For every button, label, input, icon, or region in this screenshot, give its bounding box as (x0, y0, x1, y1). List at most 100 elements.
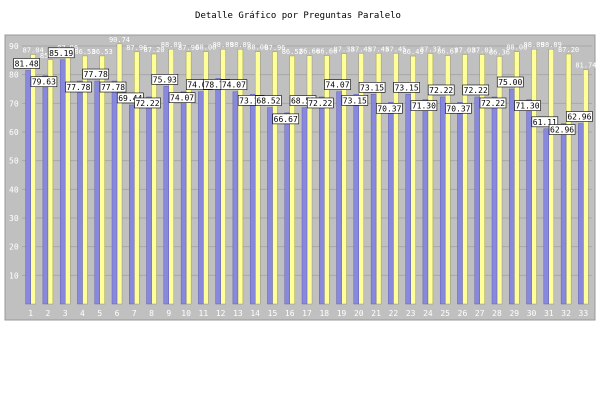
data-label-series-1: 68.52 (291, 97, 315, 106)
bar-value-series-2: 86.66 (316, 48, 337, 56)
data-label-series-1: 77.78 (101, 83, 125, 92)
bar-value-series-2: 87.33 (334, 46, 355, 54)
bar-value-series-2: 88.89 (230, 41, 251, 49)
data-label-series-1: 69.44 (118, 94, 142, 103)
bar-series-1 (301, 107, 308, 305)
data-label-series-1: 66.67 (274, 115, 298, 124)
data-label-series-1: 72.22 (464, 86, 488, 95)
x-category-label: 13 (233, 309, 243, 318)
x-category-label: 16 (285, 309, 295, 318)
data-label-box (151, 74, 179, 85)
bar-series-1 (284, 112, 290, 305)
x-category-label: 14 (250, 309, 260, 318)
bar-series-1 (146, 96, 152, 305)
bar-value-series-2: 86.66 (299, 48, 320, 56)
x-category-label: 6 (115, 309, 120, 318)
bar-series-1 (491, 96, 498, 305)
data-label-box (566, 111, 593, 122)
x-axis-categories: 1 2 3 4 5 6 7 8 9 10 11 12 13 14 15 16 17 18 19 20 21 22 23 24 2… (28, 309, 588, 318)
y-tick-label: 70 (9, 99, 19, 108)
data-label-series-1: 62.96 (567, 113, 591, 122)
data-label-series-1: 73.15 (343, 96, 367, 105)
data-label-series-1: 81.48 (15, 59, 39, 68)
chart-title: Detalle Gráfico por Preguntas Paralelo (195, 11, 401, 21)
data-label-series-1: 78.70 (205, 80, 229, 89)
data-label-series-1: 77.78 (66, 83, 90, 92)
bar-series-1 (474, 96, 480, 305)
bar-series-2 (151, 53, 157, 305)
bar-series-1 (198, 91, 204, 305)
data-label-box (531, 116, 559, 128)
bar-series-1 (267, 107, 273, 305)
data-label-box (13, 58, 40, 69)
data-label-series-1: 74.07 (222, 81, 246, 90)
bar-value-series-2: 86.67 (437, 48, 458, 56)
bar-series-2 (289, 55, 295, 305)
bar-series-1 (59, 59, 66, 305)
data-label-series-1: 74.07 (170, 94, 194, 103)
data-label-series-1: 70.37 (377, 104, 401, 113)
bar-series-2 (306, 55, 313, 305)
bar-series-1 (560, 123, 567, 305)
data-labels: 81.4879.6385.1977.7877.7877.7869.4472.22… (13, 47, 593, 135)
bar-value-series-2: 87.45 (385, 45, 406, 53)
bar-series-1 (370, 94, 377, 305)
x-category-label: 10 (181, 309, 191, 318)
x-category-label: 32 (561, 309, 571, 318)
data-label-series-1: 73.15 (360, 83, 384, 92)
bar-value-series-2: 88.89 (161, 41, 182, 49)
x-category-label: 20 (354, 309, 364, 318)
x-category-label: 8 (149, 309, 154, 318)
data-label-box (65, 81, 92, 93)
data-label-series-1: 71.30 (515, 102, 539, 111)
bar-value-series-2: 88.89 (524, 41, 545, 49)
y-tick-label: 60 (9, 128, 19, 137)
bar-series-1 (25, 70, 31, 305)
bar-series-1 (388, 102, 394, 305)
x-category-label: 11 (199, 309, 209, 318)
bar-value-series-2: 87.20 (144, 46, 165, 54)
bar-series-1 (543, 128, 550, 305)
bar-series-1 (422, 99, 429, 305)
x-category-label: 4 (80, 309, 85, 318)
data-label-series-1: 61.11 (533, 118, 557, 127)
bar-value-series-2: 86.53 (74, 48, 95, 56)
data-label-box (47, 47, 75, 59)
data-label-series-1: 77.78 (84, 70, 108, 79)
data-label-series-1: 71.30 (412, 102, 436, 111)
data-label-series-1: 72.22 (308, 99, 332, 108)
data-label-box (30, 76, 58, 88)
bar-value-series-2: 81.74 (575, 62, 596, 70)
bar-series-1 (180, 91, 187, 305)
bar-series-1 (77, 80, 83, 305)
bar-value-series-2: 90.74 (109, 36, 130, 44)
data-label-series-1: 79.63 (32, 78, 56, 87)
bar-series-2 (30, 54, 36, 305)
data-label-box (410, 100, 438, 111)
data-label-series-1: 70.37 (446, 104, 470, 113)
y-tick-label: 80 (9, 71, 19, 80)
bar-value-series-2: 88.00 (195, 44, 216, 52)
data-label-box (220, 79, 248, 90)
bar-value-series-2: 87.45 (351, 45, 372, 53)
data-label-box (99, 81, 127, 93)
data-label-series-1: 75.93 (153, 75, 177, 84)
data-label-box (168, 92, 196, 103)
bar-value-series-2: 87.96 (264, 44, 285, 52)
bar-series-2 (514, 51, 520, 305)
data-label-box (272, 113, 300, 125)
x-category-label: 5 (97, 309, 102, 318)
data-label-series-1: 75.00 (498, 78, 522, 87)
data-label-series-1: 73.15 (239, 96, 263, 105)
data-label-box (514, 100, 541, 111)
y-tick-label: 20 (9, 243, 19, 252)
bar-series-2 (531, 48, 537, 305)
data-label-box (134, 97, 161, 109)
bar-series-2 (565, 53, 572, 305)
data-label-box (496, 76, 524, 88)
bar-value-series-2: 87.04 (23, 46, 44, 54)
x-category-label: 9 (166, 309, 171, 318)
bars (25, 43, 589, 305)
bar-series-1 (232, 91, 239, 305)
